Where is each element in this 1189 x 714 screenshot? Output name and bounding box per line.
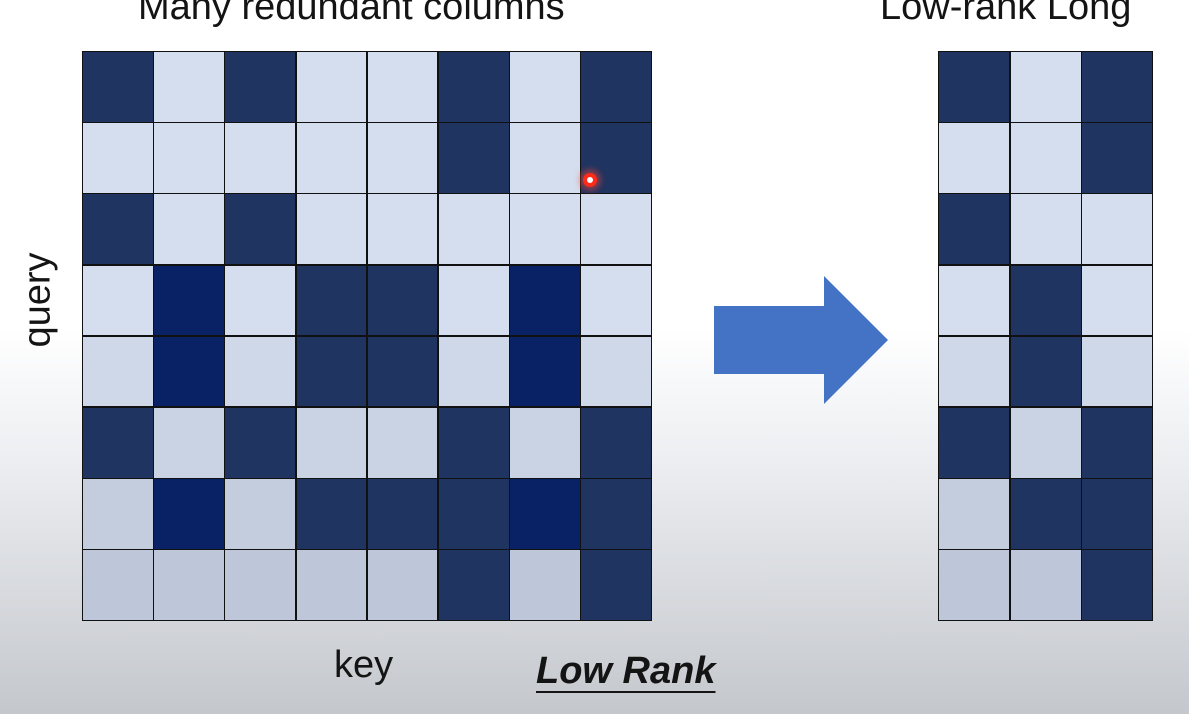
key-axis-label: key: [334, 644, 394, 686]
low-rank-matrix-cell-r7-c3: [1082, 479, 1152, 549]
attention-matrix-cell-r7-c7: [510, 479, 580, 549]
attention-matrix-cell-r8-c8: [581, 550, 651, 620]
low-rank-matrix-cell-r5-c3: [1082, 336, 1152, 407]
low-rank-matrix: [938, 51, 1153, 621]
attention-matrix-cell-r2-c1: [83, 123, 153, 193]
low-rank-matrix-cell-r8-c1: [939, 550, 1009, 620]
attention-matrix-cell-r1-c3: [225, 52, 296, 122]
low-rank-matrix-cell-r2-c1: [939, 123, 1009, 193]
attention-matrix-cell-r7-c2: [154, 479, 224, 549]
attention-matrix-cell-r3-c4: [296, 194, 367, 265]
attention-matrix-cell-r6-c3: [225, 407, 296, 478]
low-rank-matrix-cell-r5-c1: [939, 336, 1009, 407]
low-rank-caption: Low Rank: [536, 650, 716, 692]
attention-matrix-cell-r2-c2: [154, 123, 224, 193]
attention-matrix-cell-r8-c2: [154, 550, 224, 620]
low-rank-matrix-cell-r8-c2: [1010, 550, 1081, 620]
attention-matrix-cell-r7-c6: [438, 479, 509, 549]
attention-matrix-cell-r5-c8: [581, 336, 651, 407]
low-rank-matrix-cell-r8-c3: [1082, 550, 1152, 620]
attention-matrix-cell-r6-c7: [510, 407, 580, 478]
attention-matrix-cell-r5-c6: [438, 336, 509, 407]
attention-matrix-cell-r7-c1: [83, 479, 153, 549]
attention-matrix-cell-r4-c6: [438, 265, 509, 336]
attention-matrix-cell-r6-c5: [367, 407, 438, 478]
attention-matrix-cell-r4-c2: [154, 265, 224, 336]
low-rank-matrix-cell-r6-c2: [1010, 407, 1081, 478]
low-rank-matrix-cell-r3-c1: [939, 194, 1009, 265]
attention-matrix-cell-r3-c8: [581, 194, 651, 265]
attention-matrix-cell-r2-c7: [510, 123, 580, 193]
attention-matrix-cell-r1-c7: [510, 52, 580, 122]
attention-matrix-cell-r5-c4: [296, 336, 367, 407]
low-rank-matrix-cell-r4-c3: [1082, 265, 1152, 336]
attention-matrix-cell-r5-c3: [225, 336, 296, 407]
attention-matrix-cell-r8-c5: [367, 550, 438, 620]
attention-matrix-cell-r2-c5: [367, 123, 438, 193]
attention-matrix-cell-r8-c1: [83, 550, 153, 620]
attention-matrix-cell-r5-c5: [367, 336, 438, 407]
low-rank-matrix-cell-r4-c1: [939, 265, 1009, 336]
attention-matrix-cell-r8-c6: [438, 550, 509, 620]
attention-matrix-cell-r6-c4: [296, 407, 367, 478]
low-rank-matrix-cell-r2-c3: [1082, 123, 1152, 193]
attention-matrix-cell-r7-c3: [225, 479, 296, 549]
attention-matrix-cell-r4-c8: [581, 265, 651, 336]
attention-matrix-cell-r2-c6: [438, 123, 509, 193]
low-rank-matrix-cell-r4-c2: [1010, 265, 1081, 336]
attention-matrix-cell-r5-c2: [154, 336, 224, 407]
attention-matrix-cell-r3-c7: [510, 194, 580, 265]
low-rank-matrix-cell-r5-c2: [1010, 336, 1081, 407]
attention-matrix-cell-r1-c8: [581, 52, 651, 122]
attention-matrix-cell-r5-c1: [83, 336, 153, 407]
low-rank-matrix-cell-r1-c3: [1082, 52, 1152, 122]
attention-matrix-cell-r4-c4: [296, 265, 367, 336]
low-rank-matrix-cell-r7-c2: [1010, 479, 1081, 549]
attention-matrix: [82, 51, 652, 621]
attention-matrix-cell-r3-c5: [367, 194, 438, 265]
low-rank-matrix-cell-r3-c2: [1010, 194, 1081, 265]
attention-matrix-cell-r5-c7: [510, 336, 580, 407]
low-rank-matrix-cell-r2-c2: [1010, 123, 1081, 193]
query-axis-label: query: [16, 252, 59, 348]
attention-matrix-cell-r1-c5: [367, 52, 438, 122]
attention-matrix-cell-r7-c5: [367, 479, 438, 549]
attention-matrix-cell-r4-c5: [367, 265, 438, 336]
attention-matrix-cell-r2-c3: [225, 123, 296, 193]
attention-matrix-cell-r4-c1: [83, 265, 153, 336]
attention-matrix-cell-r1-c1: [83, 52, 153, 122]
attention-matrix-cell-r4-c7: [510, 265, 580, 336]
attention-matrix-cell-r4-c3: [225, 265, 296, 336]
low-rank-matrix-cell-r1-c1: [939, 52, 1009, 122]
attention-matrix-cell-r3-c6: [438, 194, 509, 265]
pointer-dot-icon: [583, 173, 597, 187]
attention-matrix-cell-r8-c7: [510, 550, 580, 620]
attention-matrix-cell-r8-c3: [225, 550, 296, 620]
attention-matrix-cell-r3-c2: [154, 194, 224, 265]
low-rank-matrix-cell-r1-c2: [1010, 52, 1081, 122]
attention-matrix-cell-r6-c6: [438, 407, 509, 478]
attention-matrix-cell-r3-c1: [83, 194, 153, 265]
attention-matrix-cell-r8-c4: [296, 550, 367, 620]
attention-matrix-cell-r7-c8: [581, 479, 651, 549]
low-rank-matrix-cell-r6-c3: [1082, 407, 1152, 478]
attention-matrix-cell-r6-c2: [154, 407, 224, 478]
low-rank-matrix-cell-r7-c1: [939, 479, 1009, 549]
low-rank-matrix-cell-r3-c3: [1082, 194, 1152, 265]
attention-matrix-cell-r1-c2: [154, 52, 224, 122]
diagram-title: Many redundant columns: [138, 0, 565, 28]
right-arrow-icon: [714, 276, 888, 404]
attention-matrix-cell-r1-c4: [296, 52, 367, 122]
arrow-shape: [714, 276, 888, 404]
right-title-partial: Low-rank Long: [880, 0, 1132, 28]
attention-matrix-cell-r1-c6: [438, 52, 509, 122]
attention-matrix-cell-r6-c1: [83, 407, 153, 478]
attention-matrix-cell-r7-c4: [296, 479, 367, 549]
attention-matrix-cell-r2-c4: [296, 123, 367, 193]
attention-matrix-cell-r3-c3: [225, 194, 296, 265]
low-rank-matrix-cell-r6-c1: [939, 407, 1009, 478]
attention-matrix-cell-r6-c8: [581, 407, 651, 478]
